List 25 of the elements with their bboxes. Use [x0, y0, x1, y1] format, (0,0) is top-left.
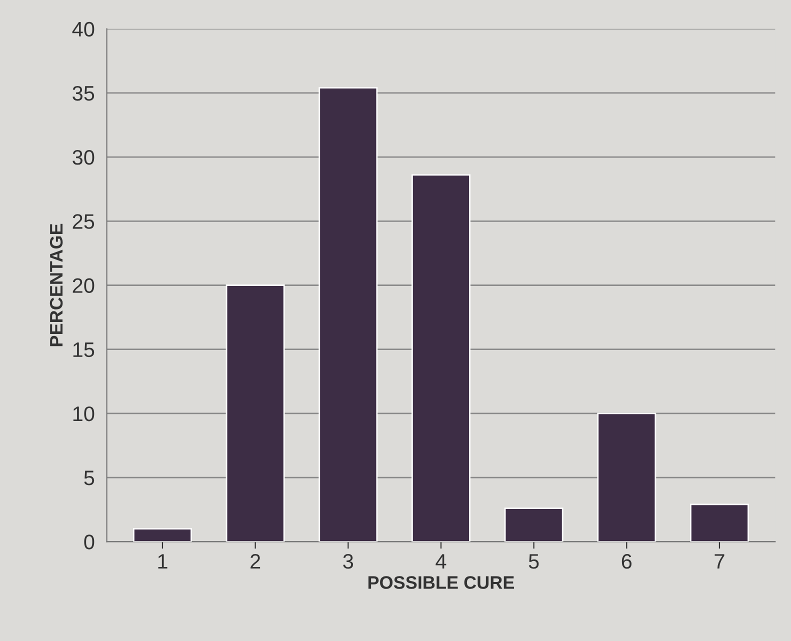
x-tick-label: 2	[250, 554, 260, 569]
bar	[226, 284, 285, 542]
bar	[690, 504, 749, 542]
y-tick-label: 25	[72, 214, 94, 229]
y-tick-label: 10	[73, 406, 94, 422]
y-tick-label: 15	[73, 342, 94, 358]
y-tick-label: 35	[72, 86, 94, 101]
y-tick-label: 30	[72, 150, 94, 165]
bar	[412, 174, 470, 542]
x-tick-label: 7	[714, 554, 724, 569]
y-tick-label: 0	[84, 534, 94, 550]
y-tick-label: 20	[72, 278, 94, 293]
x-tick-label: 1	[158, 554, 168, 569]
y-tick-label: 40	[72, 22, 94, 37]
x-axis-title: POSSIBLE CURE	[368, 576, 514, 589]
bar	[597, 412, 656, 542]
x-tick-label: 4	[436, 554, 446, 569]
x-tick-label: 6	[622, 554, 632, 569]
bar	[133, 528, 192, 542]
bar	[504, 508, 564, 542]
bar	[318, 87, 378, 542]
y-tick-label: 5	[84, 470, 94, 486]
x-tick-label: 3	[343, 554, 354, 569]
x-tick-label: 5	[528, 554, 539, 569]
y-axis-title: PERCENTAGE	[50, 224, 63, 346]
